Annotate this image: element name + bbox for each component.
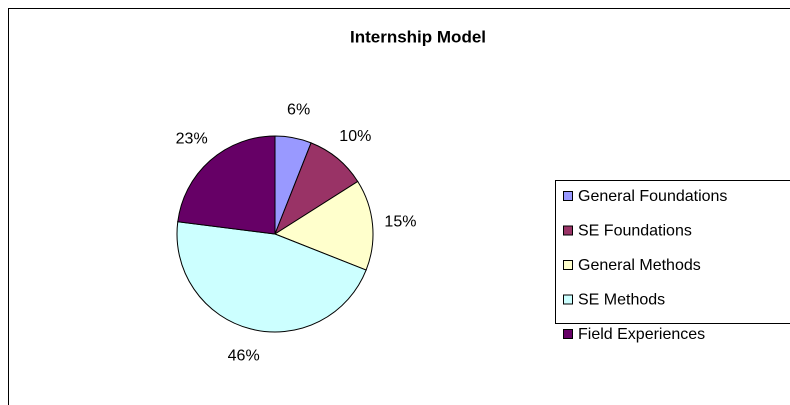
- legend-swatch: [563, 260, 573, 270]
- legend-swatch: [563, 294, 573, 305]
- legend-label: General Methods: [578, 257, 701, 274]
- legend-label: SE Methods: [578, 292, 665, 309]
- pie-slice: [176, 221, 367, 333]
- chart-title: Internship Model: [350, 27, 486, 46]
- legend-label: SE Foundations: [578, 223, 692, 240]
- data-label: 46%: [228, 347, 260, 364]
- pie-slice: [273, 180, 374, 271]
- data-label: 6%: [287, 101, 310, 118]
- legend-swatch: [563, 191, 573, 201]
- legend-label: General Foundations: [578, 188, 727, 205]
- pie-slice: [177, 135, 276, 235]
- data-label: 15%: [384, 213, 416, 230]
- legend-label: Field Experiences: [578, 326, 705, 343]
- legend-box: [555, 180, 790, 324]
- data-label: 10%: [339, 128, 371, 145]
- legend-swatch: [563, 225, 573, 236]
- data-label: 23%: [176, 131, 208, 148]
- legend-swatch: [563, 329, 573, 339]
